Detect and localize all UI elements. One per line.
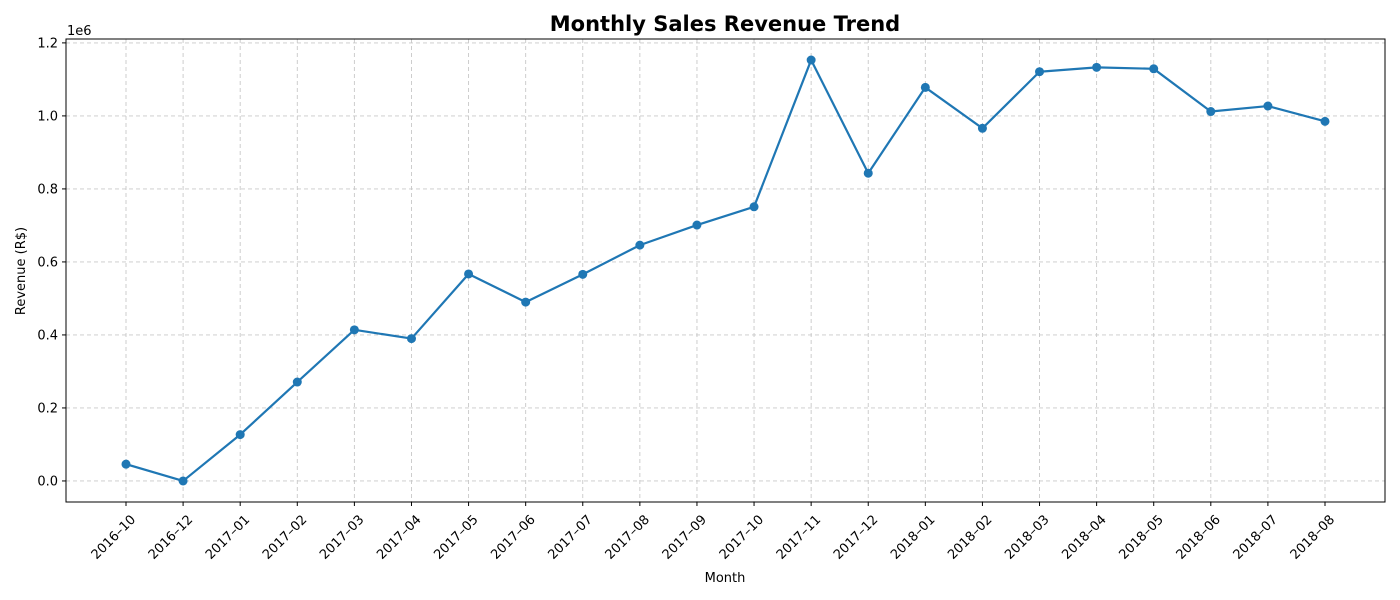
x-tick-label: 2017–08 (603, 512, 653, 562)
x-tick-label: 2017–09 (660, 512, 710, 562)
data-point-marker (1263, 101, 1273, 111)
data-point-marker (1092, 62, 1102, 72)
x-axis-label: Month (705, 571, 746, 586)
y-axis-offset-label: 1e6 (67, 24, 92, 39)
data-point-marker (121, 459, 131, 469)
y-axis-label: Revenue (R$) (14, 227, 29, 315)
data-point-marker (464, 269, 474, 279)
data-point-marker (1035, 67, 1045, 77)
x-tick-label: 2017–05 (431, 512, 481, 562)
data-point-marker (977, 123, 987, 133)
y-tick-label: 0.4 (37, 328, 58, 343)
data-point-marker (1206, 107, 1216, 117)
x-tick-label: 2017–02 (260, 512, 310, 562)
x-tick-label: 2017–01 (203, 512, 253, 562)
grid (66, 39, 1385, 502)
data-point-marker (692, 220, 702, 230)
x-tick-label: 2018–02 (945, 512, 995, 562)
data-point-marker (635, 240, 645, 250)
y-tick-label: 0.8 (37, 182, 58, 197)
plot-frame (65, 38, 1386, 503)
data-point-marker (349, 325, 359, 335)
data-point-marker (806, 55, 816, 65)
data-point-marker (749, 202, 759, 212)
x-tick-label: 2018–08 (1288, 512, 1338, 562)
y-tick-label: 1.2 (37, 36, 58, 51)
x-tick-label: 2017–07 (546, 512, 596, 562)
data-point-marker (1149, 64, 1159, 74)
x-tick-label: 2017–03 (317, 512, 367, 562)
y-tick-label: 0.2 (37, 401, 58, 416)
data-point-marker (292, 377, 302, 387)
data-point-marker (920, 82, 930, 92)
series-layer (121, 55, 1330, 486)
x-tick-label: 2016–12 (146, 512, 196, 562)
data-point-marker (1320, 116, 1330, 126)
data-point-marker (406, 334, 416, 344)
x-tick-label: 2018–04 (1059, 512, 1109, 562)
series-line (125, 58, 1326, 483)
x-tick-label: 2018–03 (1002, 512, 1052, 562)
y-tick-label: 0.0 (37, 474, 58, 489)
y-tick-label: 0.6 (37, 255, 58, 270)
data-point-marker (235, 430, 245, 440)
x-tick-label: 2017–11 (774, 512, 824, 562)
x-tick-label: 2017–10 (717, 512, 767, 562)
x-tick-label: 2017–06 (488, 512, 538, 562)
x-tick-label: 2018–05 (1116, 512, 1166, 562)
data-point-marker (178, 476, 188, 486)
x-tick-label: 2016–10 (89, 512, 139, 562)
x-tick-label: 2018–07 (1231, 512, 1281, 562)
data-point-marker (521, 297, 531, 307)
x-tick-label: 2017–04 (374, 512, 424, 562)
data-point-marker (863, 168, 873, 178)
chart-title: Monthly Sales Revenue Trend (550, 12, 900, 36)
data-point-marker (578, 269, 588, 279)
y-tick-label: 1.0 (37, 109, 58, 124)
x-tick-label: 2017–12 (831, 512, 881, 562)
x-tick-label: 2018–01 (888, 512, 938, 562)
x-tick-label: 2018–06 (1174, 512, 1224, 562)
